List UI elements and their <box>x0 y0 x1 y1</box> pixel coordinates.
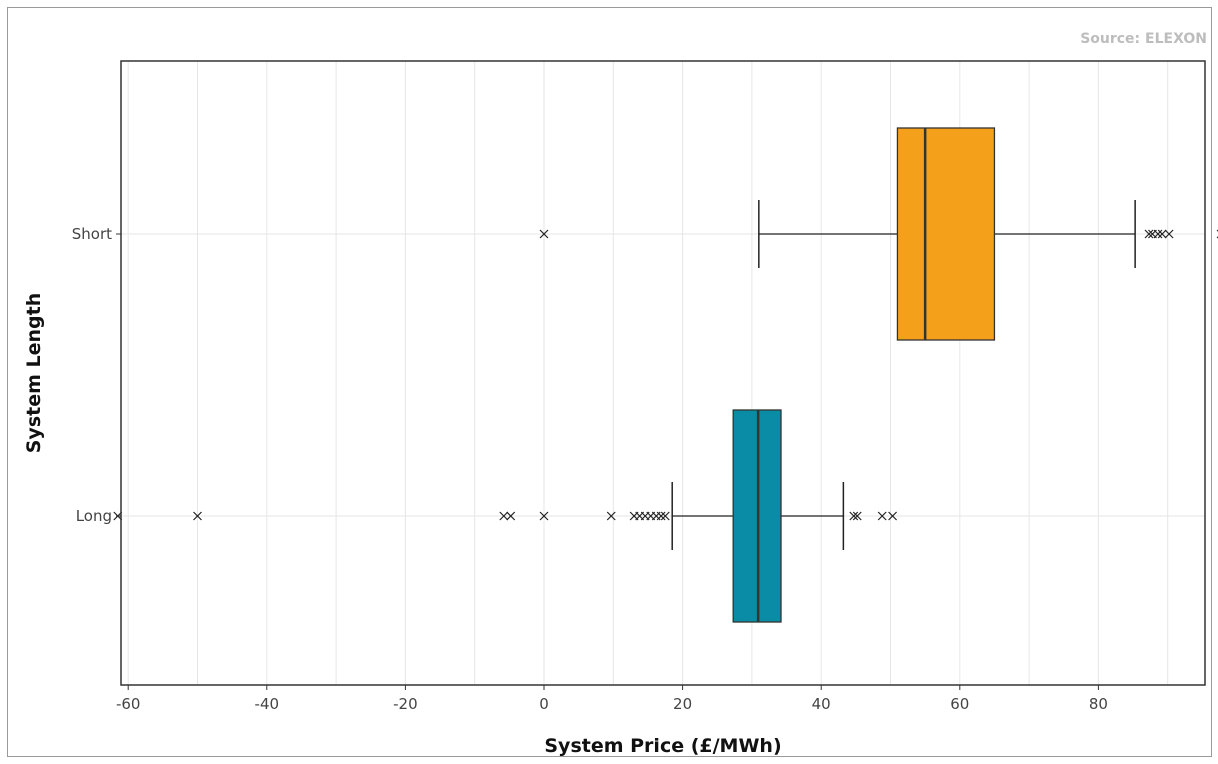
outlier-point <box>1144 229 1154 239</box>
x-axis-title: System Price (£/MWh) <box>544 735 781 757</box>
gridlines <box>121 61 1205 685</box>
x-tick-label: -20 <box>393 695 418 713</box>
outlier-point <box>888 511 898 521</box>
x-tick-label: -60 <box>116 695 141 713</box>
boxes <box>113 127 1218 623</box>
outlier-point <box>660 511 670 521</box>
x-tick-label: 60 <box>950 695 969 713</box>
outlier-stroke <box>1153 229 1163 239</box>
chart-frame <box>7 7 1212 757</box>
x-tick-label: 20 <box>673 695 692 713</box>
outlier-stroke <box>656 511 666 521</box>
outlier-point <box>1153 229 1163 239</box>
outlier-point <box>539 229 549 239</box>
outlier-stroke <box>506 511 516 521</box>
outlier-stroke <box>1144 229 1154 239</box>
plot-area <box>120 60 1206 686</box>
outlier-point <box>1157 229 1167 239</box>
box-long <box>113 409 898 623</box>
x-tick-label: -40 <box>255 695 280 713</box>
iqr-box <box>896 127 996 341</box>
outlier-point <box>193 511 202 521</box>
outlier-point <box>506 511 516 521</box>
outlier-stroke <box>849 511 859 521</box>
x-tick-label: 80 <box>1089 695 1108 713</box>
box-short <box>539 127 1218 341</box>
outlier-point <box>656 511 666 521</box>
outlier-point <box>499 511 509 521</box>
outlier-stroke <box>539 511 549 521</box>
y-axis-title: System Length <box>23 293 45 454</box>
outlier-point <box>539 511 549 521</box>
axis-ticks: -60-40-20020406080100ShortLong <box>72 225 1108 713</box>
outlier-stroke <box>660 511 670 521</box>
y-tick-label: Long <box>76 507 112 525</box>
x-tick-label: 0 <box>539 695 549 713</box>
y-tick-label: Short <box>72 225 112 243</box>
x-tick-label: 40 <box>812 695 831 713</box>
outlier-stroke <box>888 511 898 521</box>
outlier-stroke <box>852 511 862 521</box>
outlier-stroke <box>1157 229 1167 239</box>
outlier-point <box>1164 229 1174 239</box>
outlier-point <box>877 511 887 521</box>
outlier-point <box>606 511 616 521</box>
outlier-point <box>852 511 862 521</box>
outlier-point <box>849 511 859 521</box>
outlier-stroke <box>1164 229 1174 239</box>
outlier-stroke <box>539 229 549 239</box>
outlier-stroke <box>606 511 616 521</box>
outlier-stroke <box>193 511 202 521</box>
source-note: Source: ELEXON <box>1080 31 1207 47</box>
outlier-stroke <box>877 511 887 521</box>
outlier-stroke <box>499 511 509 521</box>
